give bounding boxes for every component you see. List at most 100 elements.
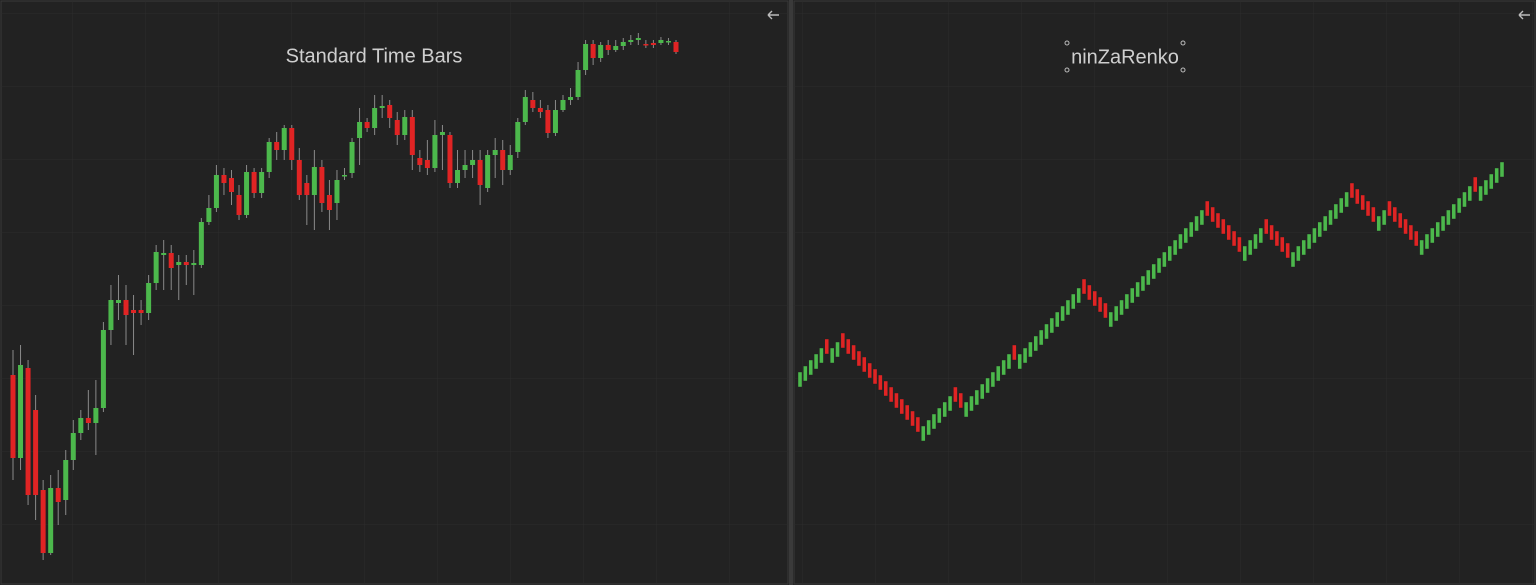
renko-brick: [1499, 161, 1505, 178]
candle-body: [568, 97, 574, 100]
candle-body: [447, 135, 453, 183]
renko-brick: [1205, 200, 1210, 217]
candle-body: [304, 183, 310, 195]
candle-body: [289, 128, 295, 160]
candle-body: [658, 40, 664, 43]
candle-body: [372, 108, 378, 128]
renko-brick: [1060, 305, 1065, 322]
renko-brick: [1462, 191, 1467, 208]
candle-body: [477, 160, 483, 185]
renko-brick: [1371, 206, 1376, 223]
renko-brick: [1140, 275, 1146, 292]
candle-body: [342, 175, 347, 177]
candle-body: [93, 408, 99, 423]
candle-body: [613, 46, 619, 50]
candle-body: [198, 222, 204, 265]
renko-brick: [985, 377, 990, 394]
renko-brick: [1221, 218, 1226, 235]
candle-body: [515, 122, 521, 152]
renko-brick: [1414, 230, 1419, 247]
renko-brick: [963, 401, 969, 418]
renko-brick: [1087, 284, 1092, 301]
renko-brick: [1146, 269, 1151, 286]
panel-grid: [1, 1, 788, 584]
back-arrow-icon[interactable]: [767, 10, 779, 20]
candle-body: [311, 167, 317, 195]
title-handles: [1064, 40, 1186, 73]
renko-brick: [969, 395, 974, 412]
candle-body: [485, 155, 491, 188]
renko-brick: [1328, 209, 1333, 226]
renko-brick: [1001, 359, 1006, 376]
candle-body: [605, 45, 611, 50]
chart-title: Standard Time Bars: [286, 45, 463, 67]
renko-brick: [1076, 287, 1081, 304]
renko-brick: [835, 341, 840, 358]
renko-brick: [1333, 203, 1339, 220]
renko-brick: [1274, 230, 1280, 247]
renko-brick: [819, 347, 824, 364]
renko-brick: [915, 416, 921, 433]
candle-body: [55, 488, 61, 502]
renko-brick: [1387, 200, 1392, 217]
candle-body: [643, 44, 649, 46]
candle-body: [537, 108, 543, 112]
renko-brick: [1456, 197, 1462, 214]
back-arrow-icon[interactable]: [1518, 10, 1530, 20]
candle-body: [560, 100, 566, 110]
candle-body: [244, 172, 250, 215]
candle-body: [161, 253, 167, 255]
candle-body: [115, 300, 121, 303]
renko-brick: [1280, 236, 1285, 253]
renko-brick: [1430, 227, 1435, 244]
candle-body: [274, 142, 280, 150]
candle-body: [462, 165, 468, 170]
renko-brick: [979, 383, 985, 400]
renko-brick: [1355, 188, 1360, 205]
renko-brick: [1397, 212, 1403, 229]
renko-brick: [1033, 335, 1038, 352]
renko-brick: [1097, 296, 1103, 313]
renko-brick: [1092, 290, 1097, 307]
renko-brick: [1178, 233, 1183, 250]
candle-body: [296, 160, 302, 195]
renko-brick: [1108, 311, 1114, 328]
candle-body: [25, 368, 31, 495]
candle-body: [10, 375, 16, 458]
candle-body: [63, 460, 69, 500]
candle-body: [598, 45, 604, 58]
renko-brick: [1028, 341, 1033, 358]
renko-brick: [1376, 215, 1381, 232]
candle-body: [168, 253, 174, 268]
panel-divider[interactable]: [789, 0, 793, 585]
renko-brick: [1344, 191, 1349, 208]
renko-brick: [1322, 215, 1328, 232]
candle-body: [402, 117, 408, 135]
candle-body: [665, 41, 671, 43]
renko-brick: [1247, 239, 1253, 256]
renko-brick: [1253, 233, 1258, 250]
renko-brick: [1264, 218, 1269, 235]
candle-body: [153, 252, 159, 283]
renko-brick: [1440, 215, 1446, 232]
renko-brick: [1231, 230, 1237, 247]
renko-brick: [1237, 236, 1242, 253]
renko-brick: [1392, 206, 1398, 223]
renko-brick: [1194, 215, 1199, 232]
renko-brick: [1403, 218, 1408, 235]
renko-brick: [1424, 233, 1430, 250]
renko-brick: [1349, 182, 1355, 199]
renko-brick: [1113, 305, 1119, 322]
candle-body: [100, 330, 106, 408]
renko-brick: [958, 392, 963, 409]
candle-body: [620, 42, 626, 46]
candle-body: [319, 167, 325, 203]
candle-body: [221, 175, 227, 183]
renko-brick: [1065, 299, 1071, 316]
renko-brick: [1210, 206, 1215, 223]
renko-brick: [1183, 227, 1189, 244]
candle-body: [417, 158, 423, 165]
renko-brick: [1049, 317, 1055, 334]
candle-body: [409, 117, 415, 155]
